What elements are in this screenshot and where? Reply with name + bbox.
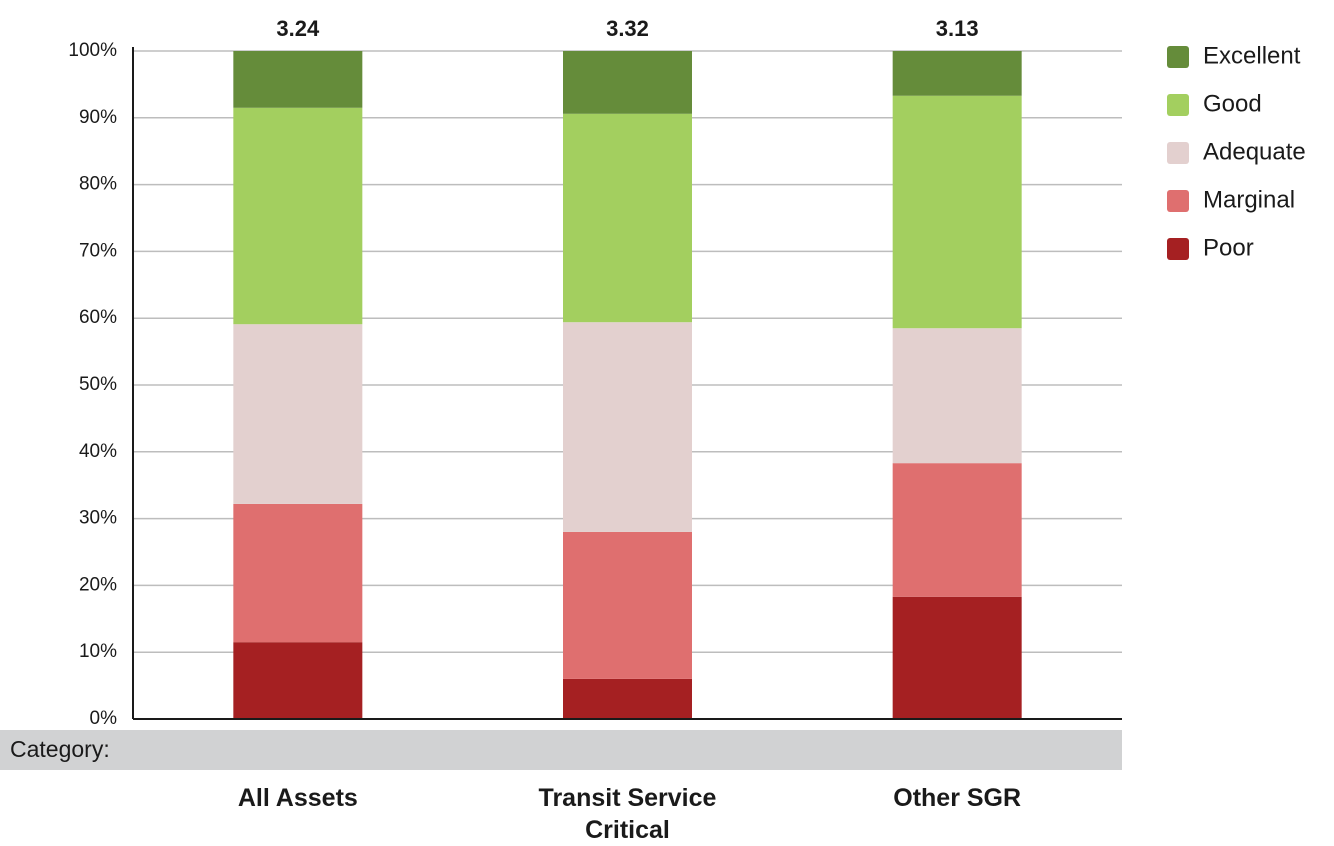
category-band [0, 730, 1122, 770]
legend-swatch [1167, 190, 1189, 212]
bar-segment [233, 107, 363, 325]
score-label: 3.32 [606, 16, 649, 41]
bar-segment [233, 324, 363, 504]
bar-segment [892, 328, 1022, 464]
bar-segment [563, 51, 692, 114]
bar-segment [233, 51, 363, 108]
x-tick-label: Other SGR [893, 784, 1022, 812]
legend-label: Excellent [1203, 42, 1301, 69]
legend-swatch [1167, 238, 1189, 260]
bar-segment [233, 503, 363, 643]
bar-segment [563, 678, 692, 719]
bar-segment [563, 113, 692, 323]
bar-segment [892, 95, 1022, 329]
bar-segment [563, 531, 692, 679]
bar-segment [563, 322, 692, 532]
legend-swatch [1167, 94, 1189, 116]
y-tick-label: 20% [79, 574, 117, 595]
bar-segment [892, 596, 1022, 719]
bar-segment [892, 463, 1022, 597]
legend-label: Marginal [1203, 186, 1295, 213]
y-tick-label: 30% [79, 508, 117, 529]
y-tick-label: 10% [79, 641, 117, 662]
y-tick-label: 60% [79, 307, 117, 328]
y-tick-label: 40% [79, 441, 117, 462]
category-label: Category: [10, 736, 110, 762]
y-tick-label: 70% [79, 240, 117, 261]
x-tick-label: Transit Service Critical [538, 784, 717, 844]
legend-label: Poor [1203, 234, 1254, 261]
x-tick-label: All Assets [237, 784, 358, 812]
legend-label: Good [1203, 90, 1262, 117]
y-tick-label: 100% [68, 40, 117, 61]
y-tick-label: 0% [90, 708, 118, 729]
bar-segment [892, 51, 1022, 96]
legend-swatch [1167, 142, 1189, 164]
score-label: 3.24 [276, 16, 320, 41]
y-tick-label: 90% [79, 107, 117, 128]
score-label: 3.13 [936, 16, 979, 41]
legend-swatch [1167, 46, 1189, 68]
y-tick-label: 80% [79, 174, 117, 195]
bar-segment [233, 642, 363, 719]
y-tick-label: 50% [79, 374, 117, 395]
legend-label: Adequate [1203, 138, 1306, 165]
